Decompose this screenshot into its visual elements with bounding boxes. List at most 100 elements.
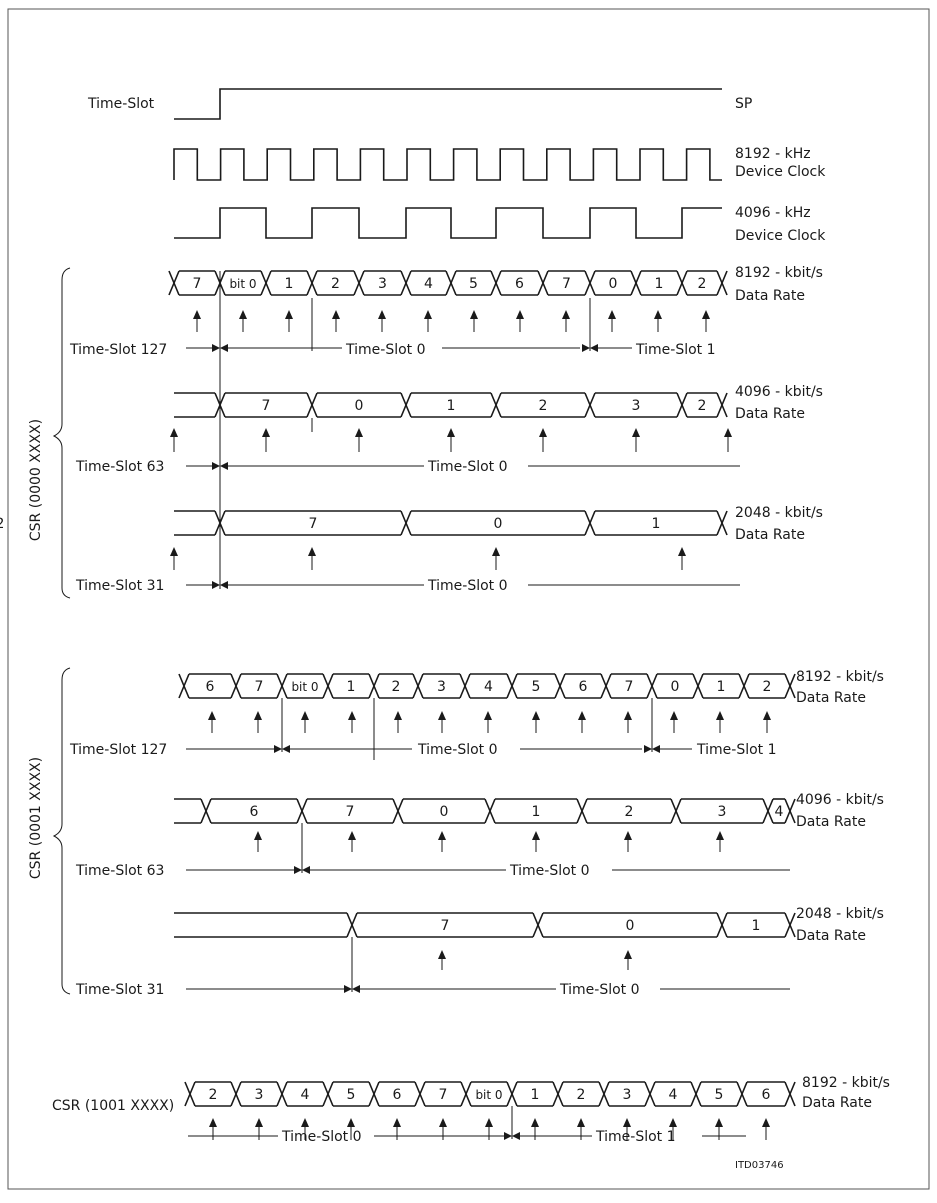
group1-8192-cell-label: 6 <box>515 276 524 292</box>
group3-8192-cell-label: 6 <box>762 1087 771 1103</box>
group2-8192-data-row: 6 7 bit 0 1 2 3 4 5 6 7 0 1 2 <box>178 673 796 733</box>
figure-code: ITD03746 <box>735 1160 784 1171</box>
clock-4096-label-line2: Device Clock <box>735 228 826 244</box>
group2-8192-arrow-head <box>716 711 724 720</box>
group1-4096-arrow-head <box>447 428 455 437</box>
group1-8192-cell-label: 2 <box>331 276 340 292</box>
group1-2048-rate-label: 2048 - kbit/s <box>735 505 823 521</box>
group1-8192-arrow-head <box>332 310 340 319</box>
group1-4096-cell-label: 3 <box>632 398 641 414</box>
group2-4096-cell-label: 1 <box>532 804 541 820</box>
boundary-marker-right <box>352 985 360 993</box>
group2-4096-transition-b <box>296 798 308 824</box>
group1-ts63-label: Time-Slot 63 <box>75 459 164 475</box>
group1-8192-data-rate-label: Data Rate <box>735 288 805 304</box>
group3-8192-cell-label: 2 <box>577 1087 586 1103</box>
csr-0001-brace <box>52 667 71 995</box>
group1-8192-cell-label: 1 <box>655 276 664 292</box>
group3-8192-data-row: 2 3 4 5 6 7 bit 0 1 2 3 4 5 6 <box>184 1081 796 1140</box>
group1-8192-transition-b <box>584 270 596 296</box>
group1-4096-transition-b <box>676 392 688 418</box>
group2-8192-cell-label: 1 <box>717 679 726 695</box>
group2-8192-transition-b <box>738 673 750 699</box>
group2-4096-transition-b <box>200 798 212 824</box>
group1-8192-arrow-head <box>378 310 386 319</box>
group1-2048-arrow-head <box>492 547 500 556</box>
group1-8192-arrow-head <box>193 310 201 319</box>
group2-2048-transition-b <box>532 912 544 938</box>
boundary-marker-left <box>344 985 352 993</box>
group2-4096-cell-label: 2 <box>625 804 634 820</box>
group1-ts0-label-3: Time-Slot 0 <box>427 578 508 594</box>
group2-8192-cell-label: 6 <box>579 679 588 695</box>
group1-4096-transition-b <box>306 392 318 418</box>
group3-8192-transition-b <box>552 1081 564 1107</box>
group2-8192-transition-b <box>646 673 658 699</box>
group2-8192-cell-label: 6 <box>206 679 215 695</box>
boundary-marker-left <box>212 462 220 470</box>
group1-8192-arrow-head <box>285 310 293 319</box>
group2-8192-arrow-head <box>670 711 678 720</box>
group2-8192-arrow-head <box>624 711 632 720</box>
group1-2048-cell-label: 0 <box>494 516 503 532</box>
group2-ts127-label: Time-Slot 127 <box>69 742 167 758</box>
group2-8192-transition-b <box>178 673 190 699</box>
clock-8192-label-line1: 8192 - kHz <box>735 146 811 162</box>
group1-2048-transition-b <box>716 510 728 536</box>
group3-8192-arrow-head <box>485 1118 493 1127</box>
boundary-marker-left <box>212 344 220 352</box>
group1-4096-cell-label: 7 <box>262 398 271 414</box>
group3-8192-cell-label: 3 <box>255 1087 264 1103</box>
group2-4096-transition-b <box>784 798 796 824</box>
group2-8192-data-rate-label: Data Rate <box>796 690 866 706</box>
group1-8192-cell-label: 4 <box>424 276 433 292</box>
csr-0000-brace <box>52 267 71 599</box>
group2-8192-arrow-head <box>532 711 540 720</box>
group2-4096-arrow-head <box>438 831 446 840</box>
group1-4096-rate-label: 4096 - kbit/s <box>735 384 823 400</box>
group2-4096-arrow-head <box>348 831 356 840</box>
boundary-marker-right <box>302 866 310 874</box>
group1-4096-arrow-head <box>632 428 640 437</box>
group1-8192-data-row: 7 bit 0 1 2 3 4 5 6 7 0 1 2 <box>168 270 728 332</box>
group3-8192-cell-label: 4 <box>669 1087 678 1103</box>
group2-8192-cell-label: 2 <box>392 679 401 695</box>
group1-8192-cell-label: 5 <box>469 276 478 292</box>
group2-4096-data-row: 6 7 0 1 2 3 4 <box>174 798 796 852</box>
group1-2048-cell-label: 2 <box>0 516 4 532</box>
group1-4096-data-row: 7 0 1 2 3 2 <box>170 392 732 452</box>
group2-8192-cell-label: 7 <box>255 679 264 695</box>
group2-8192-transition-b <box>230 673 242 699</box>
group3-8192-arrow-head <box>347 1118 355 1127</box>
group2-2048-arrow-head <box>624 950 632 959</box>
csr-1001-label: CSR (1001 XXXX) <box>52 1098 174 1114</box>
group2-2048-cell-label: 0 <box>626 918 635 934</box>
group1-8192-arrow-head <box>239 310 247 319</box>
group2-8192-cell-label: 5 <box>532 679 541 695</box>
group2-8192-transition-b <box>600 673 612 699</box>
group2-4096-cell-label: 6 <box>250 804 259 820</box>
boundary-marker-left <box>274 745 282 753</box>
clock-4096-khz-waveform <box>174 207 722 239</box>
clock-4096-label-line1: 4096 - kHz <box>735 205 811 221</box>
group1-8192-transition-b <box>260 270 272 296</box>
group2-8192-cell-label: 2 <box>763 679 772 695</box>
clock-8192-label-line2: Device Clock <box>735 164 826 180</box>
group2-2048-rate-label: 2048 - kbit/s <box>796 906 884 922</box>
group2-8192-transition-b <box>506 673 518 699</box>
group1-8192-arrow-head <box>702 310 710 319</box>
group2-4096-transition-b <box>392 798 404 824</box>
group2-2048-transition-b <box>784 912 796 938</box>
group1-4096-cell-label: 0 <box>355 398 364 414</box>
group1-8192-rate-label: 8192 - kbit/s <box>735 265 823 281</box>
group2-ts31-label: Time-Slot 31 <box>75 982 164 998</box>
group1-8192-arrow-head <box>562 310 570 319</box>
boundary-marker-right <box>282 745 290 753</box>
boundary-marker-left <box>504 1132 512 1140</box>
group2-ts0-label-2: Time-Slot 0 <box>509 863 590 879</box>
group3-8192-arrow-head <box>669 1118 677 1127</box>
group1-8192-transition-b <box>400 270 412 296</box>
group2-8192-cell-label: 7 <box>625 679 634 695</box>
group2-4096-transition-b <box>762 798 774 824</box>
group2-ts1-label: Time-Slot 1 <box>696 742 777 758</box>
